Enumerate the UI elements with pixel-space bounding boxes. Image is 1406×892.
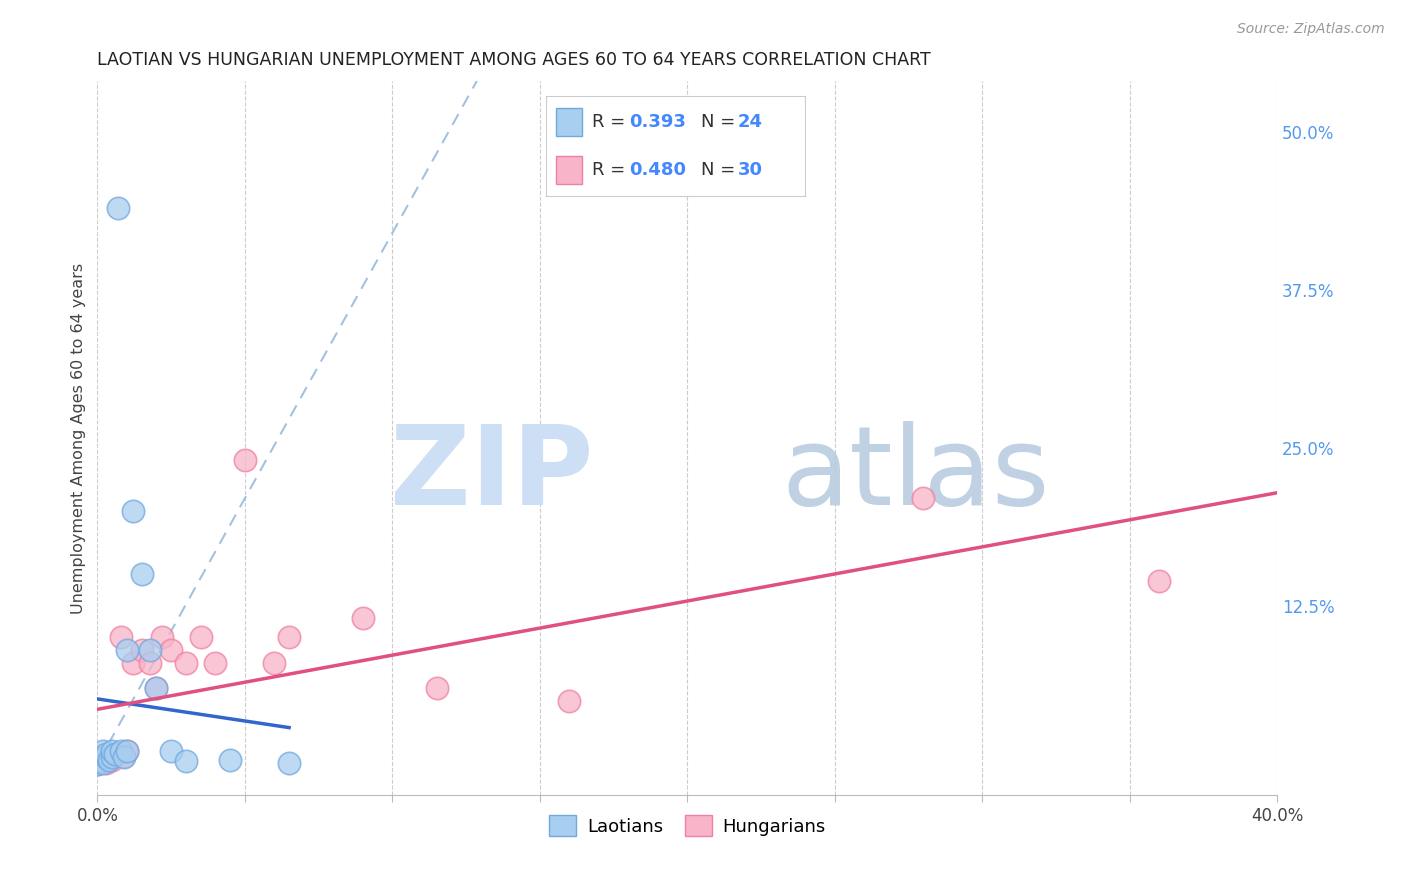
Point xyxy=(107,201,129,215)
Point xyxy=(150,631,173,645)
Point xyxy=(115,643,138,657)
Point xyxy=(91,750,114,764)
Point xyxy=(131,567,153,582)
Point xyxy=(204,656,226,670)
Point xyxy=(263,656,285,670)
Point xyxy=(426,681,449,695)
Text: LAOTIAN VS HUNGARIAN UNEMPLOYMENT AMONG AGES 60 TO 64 YEARS CORRELATION CHART: LAOTIAN VS HUNGARIAN UNEMPLOYMENT AMONG … xyxy=(97,51,931,69)
Point xyxy=(110,631,132,645)
Point xyxy=(115,744,138,758)
Point xyxy=(96,747,118,761)
Point xyxy=(160,744,183,758)
Text: ZIP: ZIP xyxy=(389,420,593,527)
Point xyxy=(96,756,118,770)
Point xyxy=(558,693,581,707)
Point xyxy=(112,749,135,764)
Point xyxy=(107,747,129,761)
Point xyxy=(352,611,374,625)
Point xyxy=(101,744,124,758)
Point xyxy=(121,504,143,518)
Point xyxy=(86,756,108,771)
Point xyxy=(110,744,132,758)
Point xyxy=(101,750,124,764)
Point xyxy=(278,756,301,770)
Point xyxy=(160,643,183,657)
Point xyxy=(145,681,167,695)
Point xyxy=(91,753,114,767)
Point xyxy=(1149,574,1171,588)
Y-axis label: Unemployment Among Ages 60 to 64 years: Unemployment Among Ages 60 to 64 years xyxy=(72,263,86,614)
Point xyxy=(98,750,121,764)
Point xyxy=(121,656,143,670)
Point xyxy=(112,750,135,764)
Point xyxy=(139,656,162,670)
Point xyxy=(278,631,301,645)
Point xyxy=(89,754,111,768)
Point xyxy=(104,747,127,761)
Point xyxy=(145,681,167,695)
Point xyxy=(131,643,153,657)
Point xyxy=(115,744,138,758)
Point xyxy=(101,753,124,767)
Point xyxy=(96,747,118,761)
Point xyxy=(219,753,242,767)
Point xyxy=(91,756,114,770)
Text: atlas: atlas xyxy=(782,420,1050,527)
Point xyxy=(912,491,935,506)
Text: Source: ZipAtlas.com: Source: ZipAtlas.com xyxy=(1237,22,1385,37)
Point xyxy=(96,750,118,764)
Point xyxy=(174,754,197,768)
Point xyxy=(91,744,114,758)
Point xyxy=(98,753,121,767)
Point xyxy=(233,453,256,467)
Point xyxy=(139,643,162,657)
Point xyxy=(104,747,127,762)
Point xyxy=(190,631,212,645)
Point xyxy=(86,756,108,771)
Point xyxy=(86,753,108,767)
Point xyxy=(89,754,111,768)
Legend: Laotians, Hungarians: Laotians, Hungarians xyxy=(541,808,832,844)
Point xyxy=(174,656,197,670)
